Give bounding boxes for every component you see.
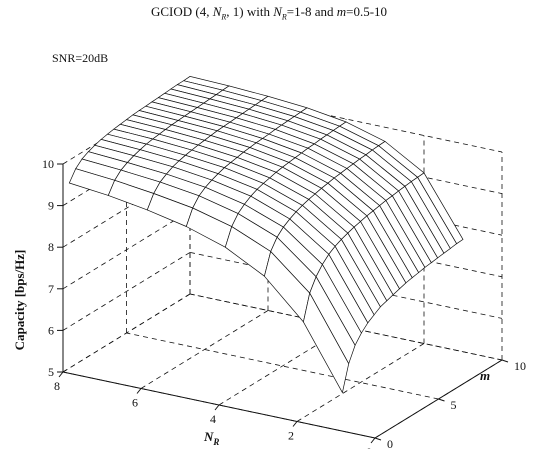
m-tick-label: 10: [514, 359, 526, 373]
nr-tick-label: 2: [288, 429, 294, 443]
z-axis-label: Capacity [bps/Hz]: [12, 250, 27, 351]
z-tick-label: 6: [48, 323, 54, 337]
floor-gridline-nr: [218, 326, 347, 406]
m-tick-label: 5: [451, 398, 457, 412]
nr-tick: [136, 388, 142, 394]
nr-tick-label: 8: [54, 379, 60, 393]
nr-tick: [292, 421, 298, 427]
floor-gridline-nr: [140, 310, 269, 389]
nr-tick-label: 6: [132, 396, 138, 410]
x-axis-label: NR: [203, 429, 219, 447]
m-tick-label: 0: [387, 437, 393, 449]
back-wall-left-gridline: [62, 168, 191, 248]
back-wall-right-gridline: [189, 127, 503, 194]
back-wall-right-gridline: [189, 293, 503, 361]
back-wall-right-gridline: [189, 252, 503, 319]
snr-annotation: SNR=20dB: [52, 51, 108, 65]
z-tick-label: 9: [48, 199, 54, 213]
surface-patch: [303, 292, 350, 394]
nr-tick: [58, 371, 64, 378]
m-tick: [374, 437, 382, 441]
floor-gridline-m: [189, 293, 503, 361]
back-wall-right-gridline: [189, 210, 503, 278]
back-wall-right-gridline: [189, 85, 503, 153]
axes: 5 6 7 8 9 10 0 2 4 6 8 0 5 10: [42, 157, 526, 449]
nr-tick: [214, 404, 220, 411]
capacity-surface: [68, 76, 464, 394]
nr-tick-label: 4: [210, 412, 216, 426]
floor-gridline-m: [126, 332, 439, 400]
z-tick-label: 8: [48, 240, 54, 254]
m-tick: [438, 398, 445, 402]
floor-gridline-nr: [296, 343, 425, 422]
z-tick-label: 7: [48, 282, 54, 296]
nr-tick: [370, 437, 376, 444]
z-tick-label: 5: [48, 365, 54, 379]
back-wall-left-gridline: [62, 252, 191, 331]
m-tick: [501, 359, 509, 363]
z-tick-label: 10: [42, 157, 54, 171]
chart-title: GCIOD (4, NR, 1) with NR=1-8 and m=0.5-1…: [150, 4, 388, 22]
nr-tick-label: 0: [366, 445, 372, 449]
y-axis-label: m: [480, 368, 490, 383]
